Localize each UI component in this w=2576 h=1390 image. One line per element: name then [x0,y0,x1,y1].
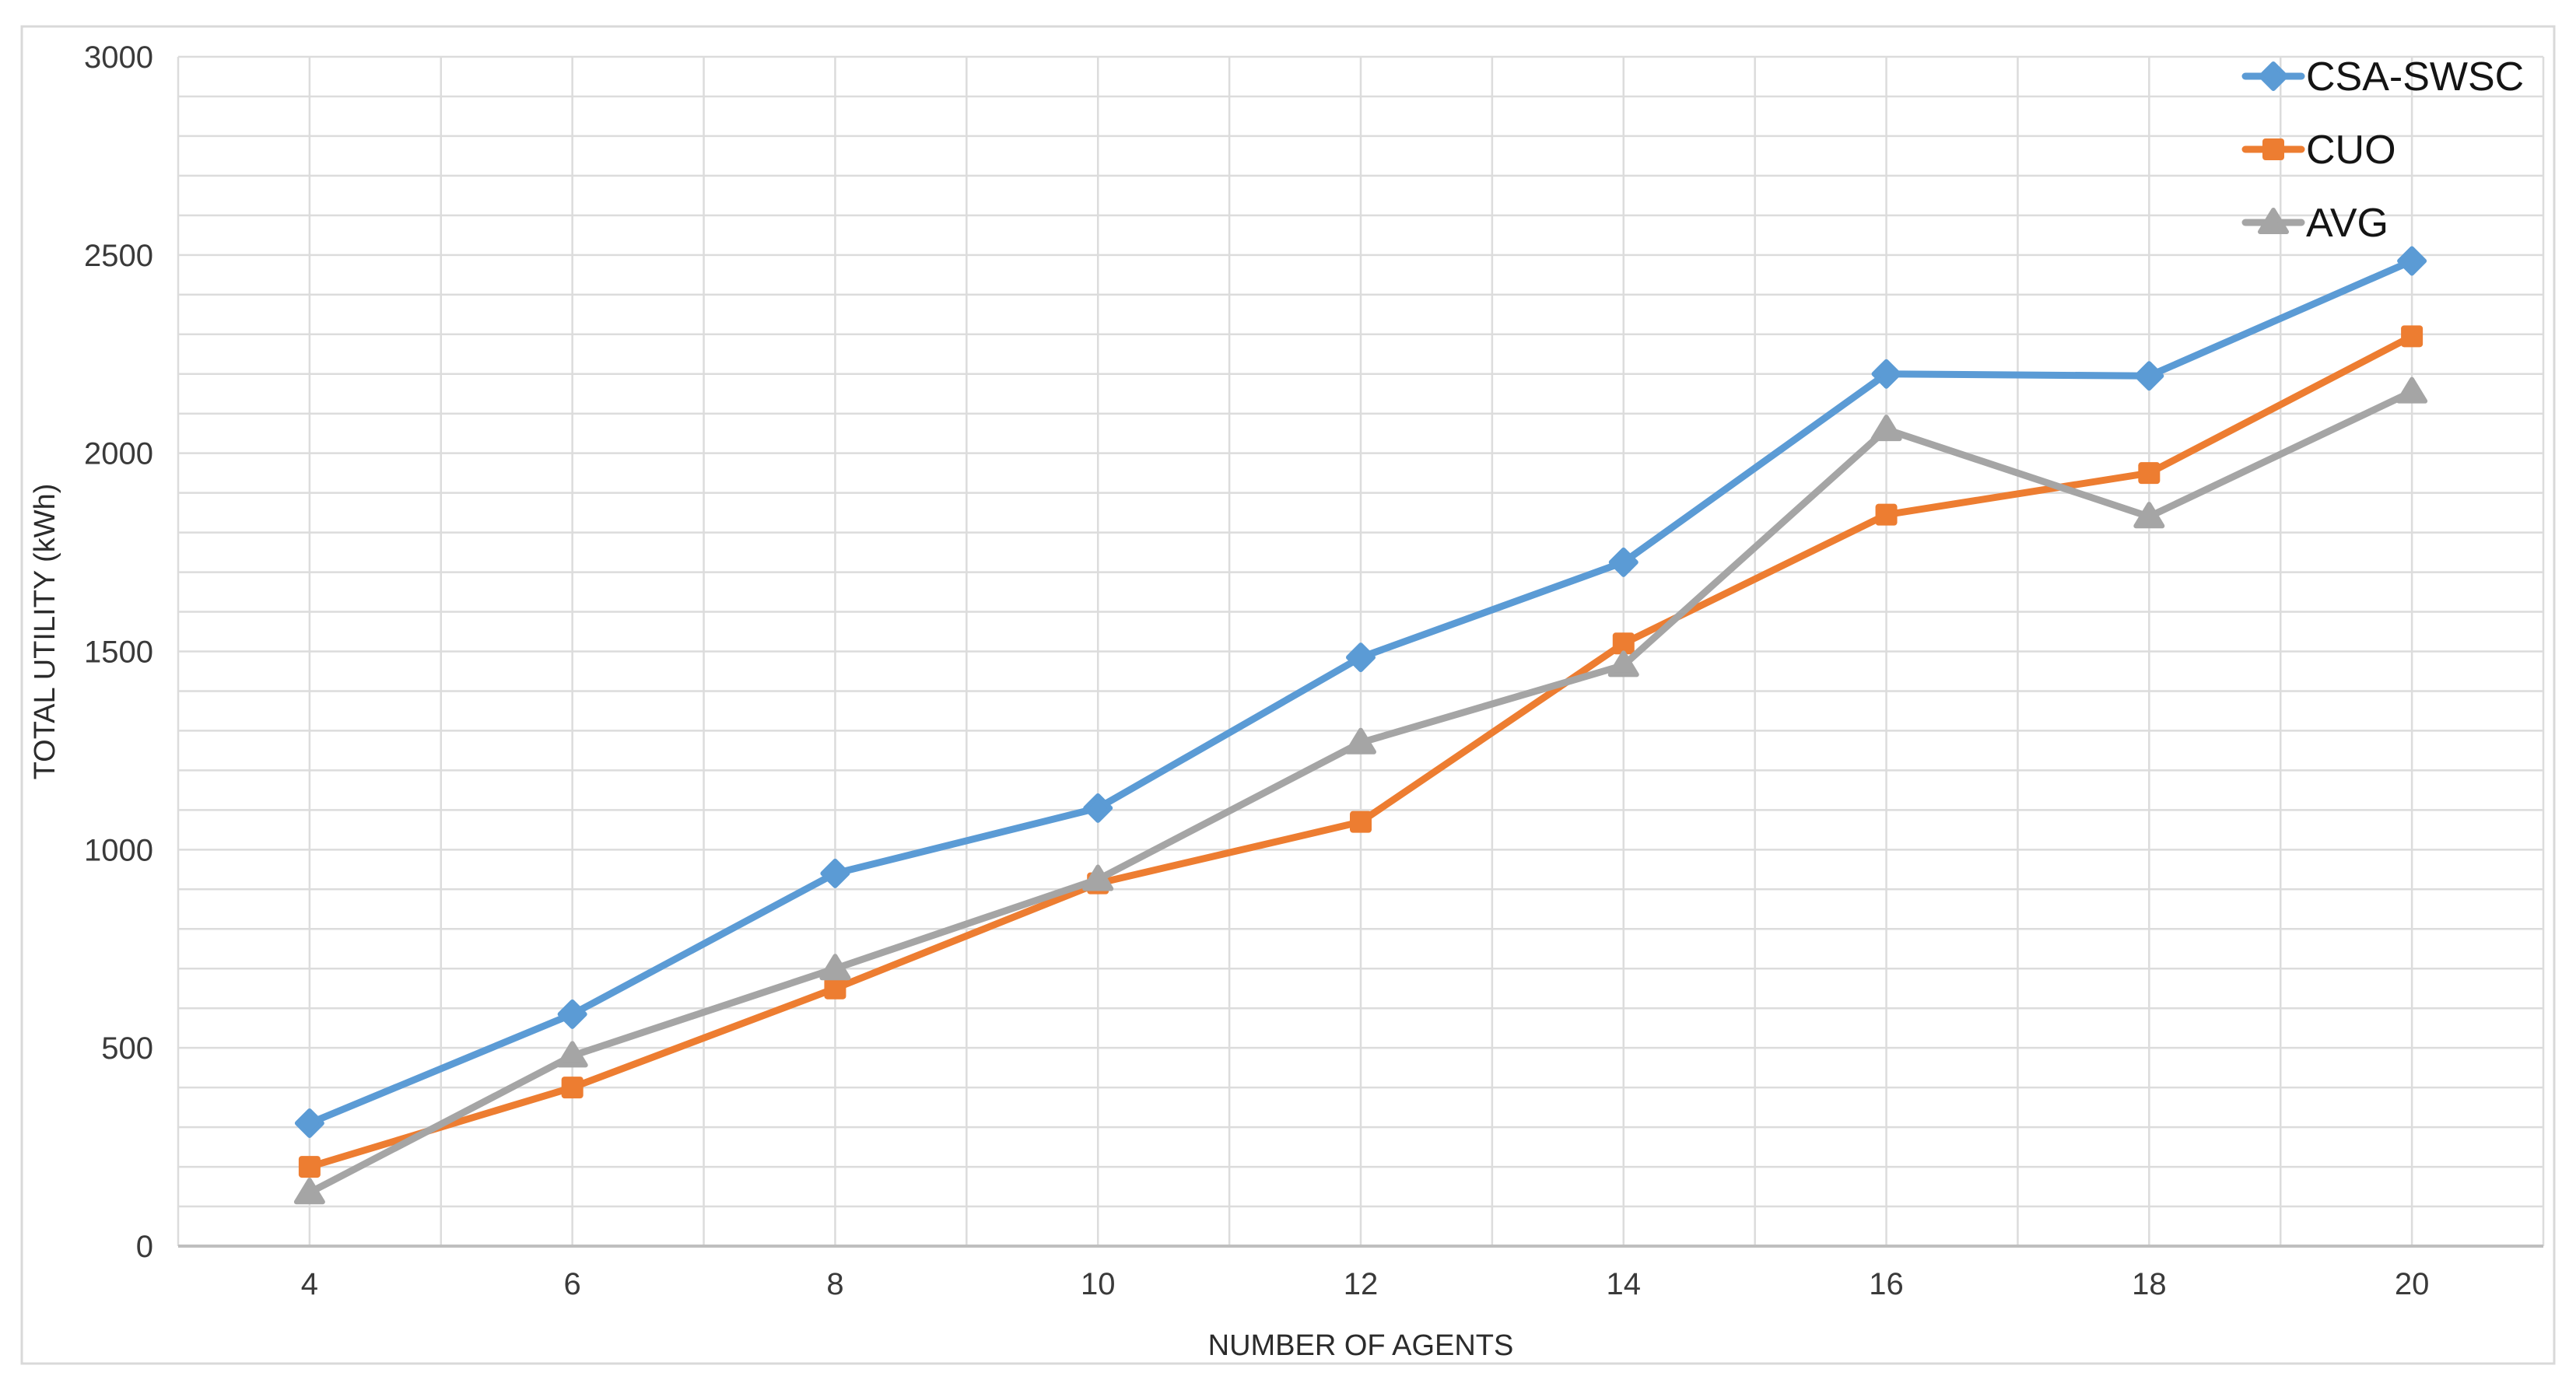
x-tick-label: 4 [301,1267,318,1301]
marker-square [298,1156,321,1178]
marker-square [2262,138,2284,160]
marker-diamond [294,1108,324,1139]
x-tick-label: 20 [2395,1267,2430,1301]
marker-diamond [820,858,850,888]
legend-label: CUO [2306,128,2396,173]
legend-item: CUO [2241,128,2396,173]
legend-item: CSA-SWSC [2241,54,2524,100]
y-axis-title: TOTAL UTILITY (kWh) [29,484,61,780]
legend-label: CSA-SWSC [2306,54,2524,100]
marker-square [1875,503,1898,526]
x-tick-label: 12 [1344,1267,1379,1301]
y-tick-label: 1000 [84,833,153,867]
marker-square [2401,325,2424,348]
x-tick-label: 10 [1081,1267,1116,1301]
legend-item: AVG [2241,201,2388,246]
x-tick-label: 14 [1607,1267,1642,1301]
marker-square [2138,462,2161,485]
y-tick-label: 3000 [84,40,153,75]
marker-square [824,977,846,1000]
marker-diamond [2259,61,2288,91]
marker-triangle [293,1178,325,1205]
legend-label: AVG [2306,201,2388,246]
marker-square [1612,632,1635,655]
x-axis-title: NUMBER OF AGENTS [1208,1329,1514,1362]
y-tick-label: 2000 [84,437,153,471]
marker-triangle [1607,650,1639,677]
y-tick-label: 500 [101,1031,153,1066]
marker-square [1350,811,1372,833]
plot-area: 4 6 8 10 12 14 16 18 20 0 500 1000 1500 2000 2500 3000 C… [20,25,2556,1365]
marker-triangle [1082,864,1114,891]
marker-triangle [2133,502,2165,529]
y-tick-label: 1500 [84,635,153,670]
x-tick-label: 18 [2132,1267,2167,1301]
y-tick-label: 2500 [84,239,153,273]
x-tick-label: 6 [564,1267,581,1301]
marker-diamond [1608,547,1638,577]
marker-diamond [2397,246,2427,276]
marker-diamond [1346,642,1376,673]
marker-diamond [2134,361,2164,391]
marker-triangle [556,1041,588,1068]
marker-diamond [1871,359,1901,389]
marker-triangle [2258,208,2289,234]
figure-border [20,25,2556,1365]
marker-diamond [1083,793,1113,823]
marker-triangle [819,954,851,981]
y-tick-label: 0 [136,1230,153,1264]
marker-square [561,1077,584,1099]
marker-triangle [1870,415,1902,442]
x-tick-label: 8 [826,1267,843,1301]
marker-diamond [557,999,587,1029]
marker-triangle [1345,727,1376,755]
x-tick-label: 16 [1869,1267,1904,1301]
marker-triangle [2396,376,2428,404]
